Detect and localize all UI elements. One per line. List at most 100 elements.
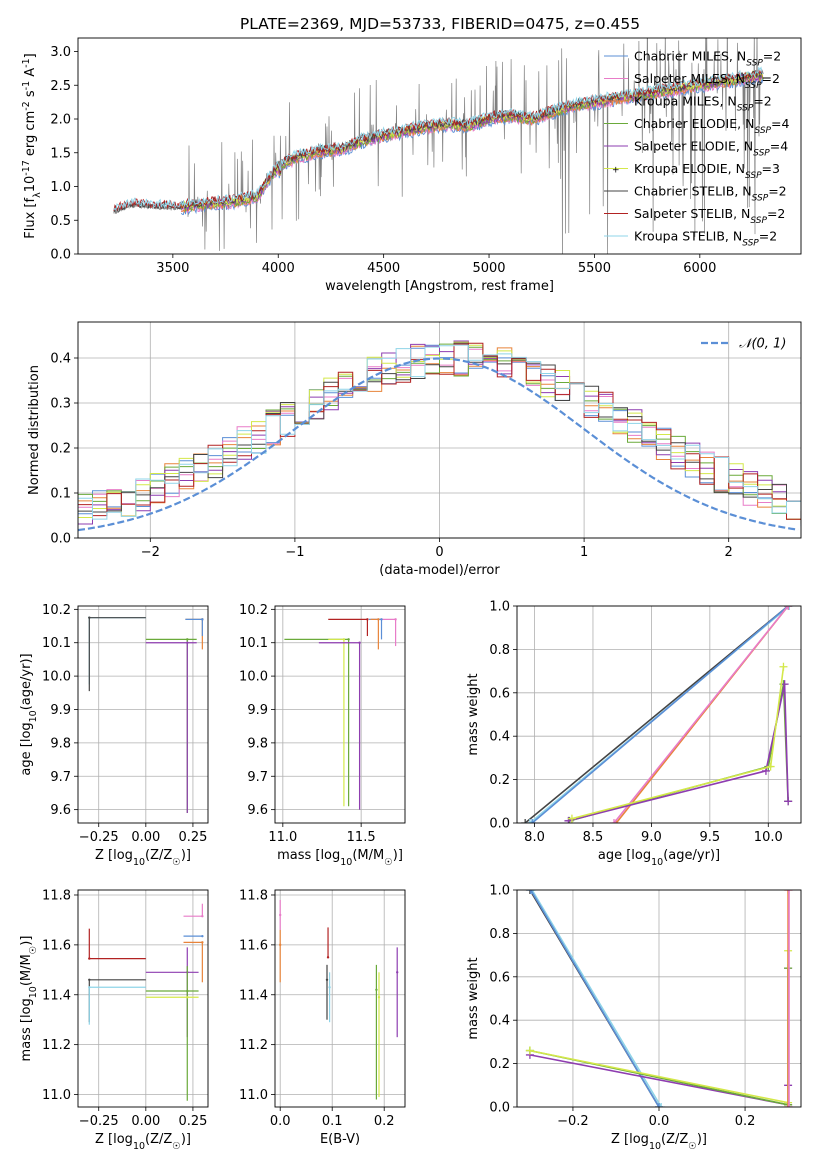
data-point	[88, 957, 91, 960]
data-point	[377, 618, 380, 621]
y-tick-label: 10.2	[42, 603, 71, 618]
y-tick-label: 10.0	[239, 670, 268, 685]
legend-text: Kroupa ELODIE, N	[634, 161, 745, 176]
y-axis-label: Flux [fλ10-17 erg cm-2 s-1 A-1]	[21, 53, 43, 238]
x-tick-label: 5500	[578, 261, 611, 276]
x-axis-label: age [log10(age/yr)]	[598, 848, 720, 868]
y-tick-label: 0.4	[489, 730, 510, 745]
axes-frame	[77, 889, 209, 1108]
x-tick-label: 0.1	[322, 1114, 343, 1129]
x-axis-label: Z [log10(Z/Z☉)]	[95, 1132, 191, 1152]
legend-tail: =2	[762, 71, 780, 86]
x-axis-label: wavelength [Angstrom, rest frame]	[325, 279, 554, 294]
label-text: (data-model)/error	[379, 563, 500, 578]
label-text: (M/M	[19, 954, 34, 986]
legend-tail: =2	[759, 229, 777, 244]
y-tick-label: 0.0	[489, 1101, 510, 1116]
data-point	[279, 943, 282, 947]
legend-text: Kroupa MILES, N	[634, 94, 737, 109]
figure-title: PLATE=2369, MJD=53733, FIBERID=0475, z=0…	[240, 15, 640, 33]
x-tick-label: 9.0	[641, 830, 662, 845]
axes-frame	[516, 889, 802, 1108]
plus-marker	[521, 819, 530, 823]
math-subscript: 10	[340, 857, 352, 868]
y-tick-label: 11.0	[42, 1088, 71, 1103]
plus-marker	[525, 1046, 534, 1055]
data-point	[279, 913, 282, 917]
data-point	[347, 638, 350, 641]
legend-tail: =4	[771, 116, 789, 131]
data-point	[88, 978, 91, 981]
legend-tail: =2	[753, 94, 771, 109]
x-tick-label: −0.25	[79, 830, 119, 845]
legend-tail: =2	[767, 206, 785, 221]
weight-line	[568, 683, 789, 822]
label-text: mass [log	[277, 848, 340, 863]
x-tick-label: 0.2	[735, 1114, 756, 1129]
label-text: )]	[697, 1132, 707, 1147]
x-tick-label: 3500	[156, 261, 189, 276]
x-tick-label: 0.25	[178, 1114, 207, 1129]
y-tick-label: 11.8	[42, 888, 71, 903]
y-tick-label: 11.4	[239, 988, 268, 1003]
y-tick-label: 9.8	[50, 736, 71, 751]
plus-marker	[784, 1103, 793, 1107]
axes-frame	[77, 321, 802, 539]
data-point	[375, 988, 378, 991]
label-text: )]	[181, 1132, 191, 1147]
legend-marker: +	[612, 166, 620, 176]
plus-marker	[525, 819, 534, 823]
x-tick-label: 0.00	[131, 830, 160, 845]
data-point	[186, 638, 189, 641]
normal-curve	[78, 357, 799, 532]
data-point	[377, 996, 381, 999]
y-axis-label: mass [log10(M/M☉)]	[19, 936, 39, 1062]
label-text: mass weight	[466, 673, 481, 755]
y-tick-label: 0.1	[50, 487, 71, 502]
y-tick-label: 9.6	[247, 803, 268, 818]
plot-area	[279, 899, 399, 1100]
label-text: (Z/Z	[661, 1132, 688, 1147]
legend-tail: =3	[762, 161, 780, 176]
math-subscript: 10	[28, 710, 39, 722]
x-tick-label: 8.0	[524, 830, 545, 845]
legend-subscript: SSP	[752, 194, 769, 204]
legend-text: Kroupa STELIB, N	[634, 229, 742, 244]
math-superscript: -17	[21, 160, 32, 176]
label-text: (age/yr)]	[19, 653, 34, 710]
y-tick-label: 11.4	[42, 988, 71, 1003]
y-tick-label: 11.0	[239, 1088, 268, 1103]
y-tick-label: 2.0	[50, 113, 71, 128]
math-superscript: -1	[21, 58, 32, 67]
x-tick-label: 0.0	[649, 1114, 670, 1129]
label-text: (M/M	[352, 848, 384, 863]
weight-line	[531, 890, 662, 1107]
plus-marker	[526, 890, 535, 894]
plus-marker	[784, 890, 793, 894]
legend-entry: Salpeter MILES, NSSP=2	[634, 71, 780, 91]
y-tick-label: 11.2	[239, 1038, 268, 1053]
math-superscript: -2	[21, 101, 32, 110]
data-point	[88, 986, 91, 989]
plot-area	[113, 38, 764, 254]
y-tick-label: 0.8	[489, 643, 510, 658]
x-tick-label: 11.0	[268, 830, 297, 845]
axes-age_vs_Z: −0.25 0.00 0.25 9.6 9.7 9.8 9.9 10.0 10.1 10.2 Z […	[19, 603, 209, 868]
plus-marker	[779, 662, 788, 671]
x-tick-label: 0.00	[131, 1114, 160, 1129]
y-tick-label: 9.7	[247, 770, 268, 785]
data-point	[328, 986, 331, 989]
label-text: s	[23, 90, 38, 101]
axes-frame	[77, 37, 802, 255]
x-tick-label: 0.0	[270, 1114, 291, 1129]
weight-line	[531, 606, 789, 823]
y-tick-label: 10.2	[239, 603, 268, 618]
axes-frame	[274, 605, 406, 824]
legend-entry: Chabrier ELODIE, NSSP=4	[634, 116, 789, 136]
plus-marker	[784, 1103, 793, 1107]
axes-residuals: −2 −1 0 1 2 0.0 0.1 0.2 0.3 0.4 (data-model)/error…	[27, 321, 802, 578]
x-tick-label: 4000	[262, 261, 295, 276]
y-tick-label: 9.7	[50, 770, 71, 785]
plus-marker	[655, 1103, 663, 1107]
